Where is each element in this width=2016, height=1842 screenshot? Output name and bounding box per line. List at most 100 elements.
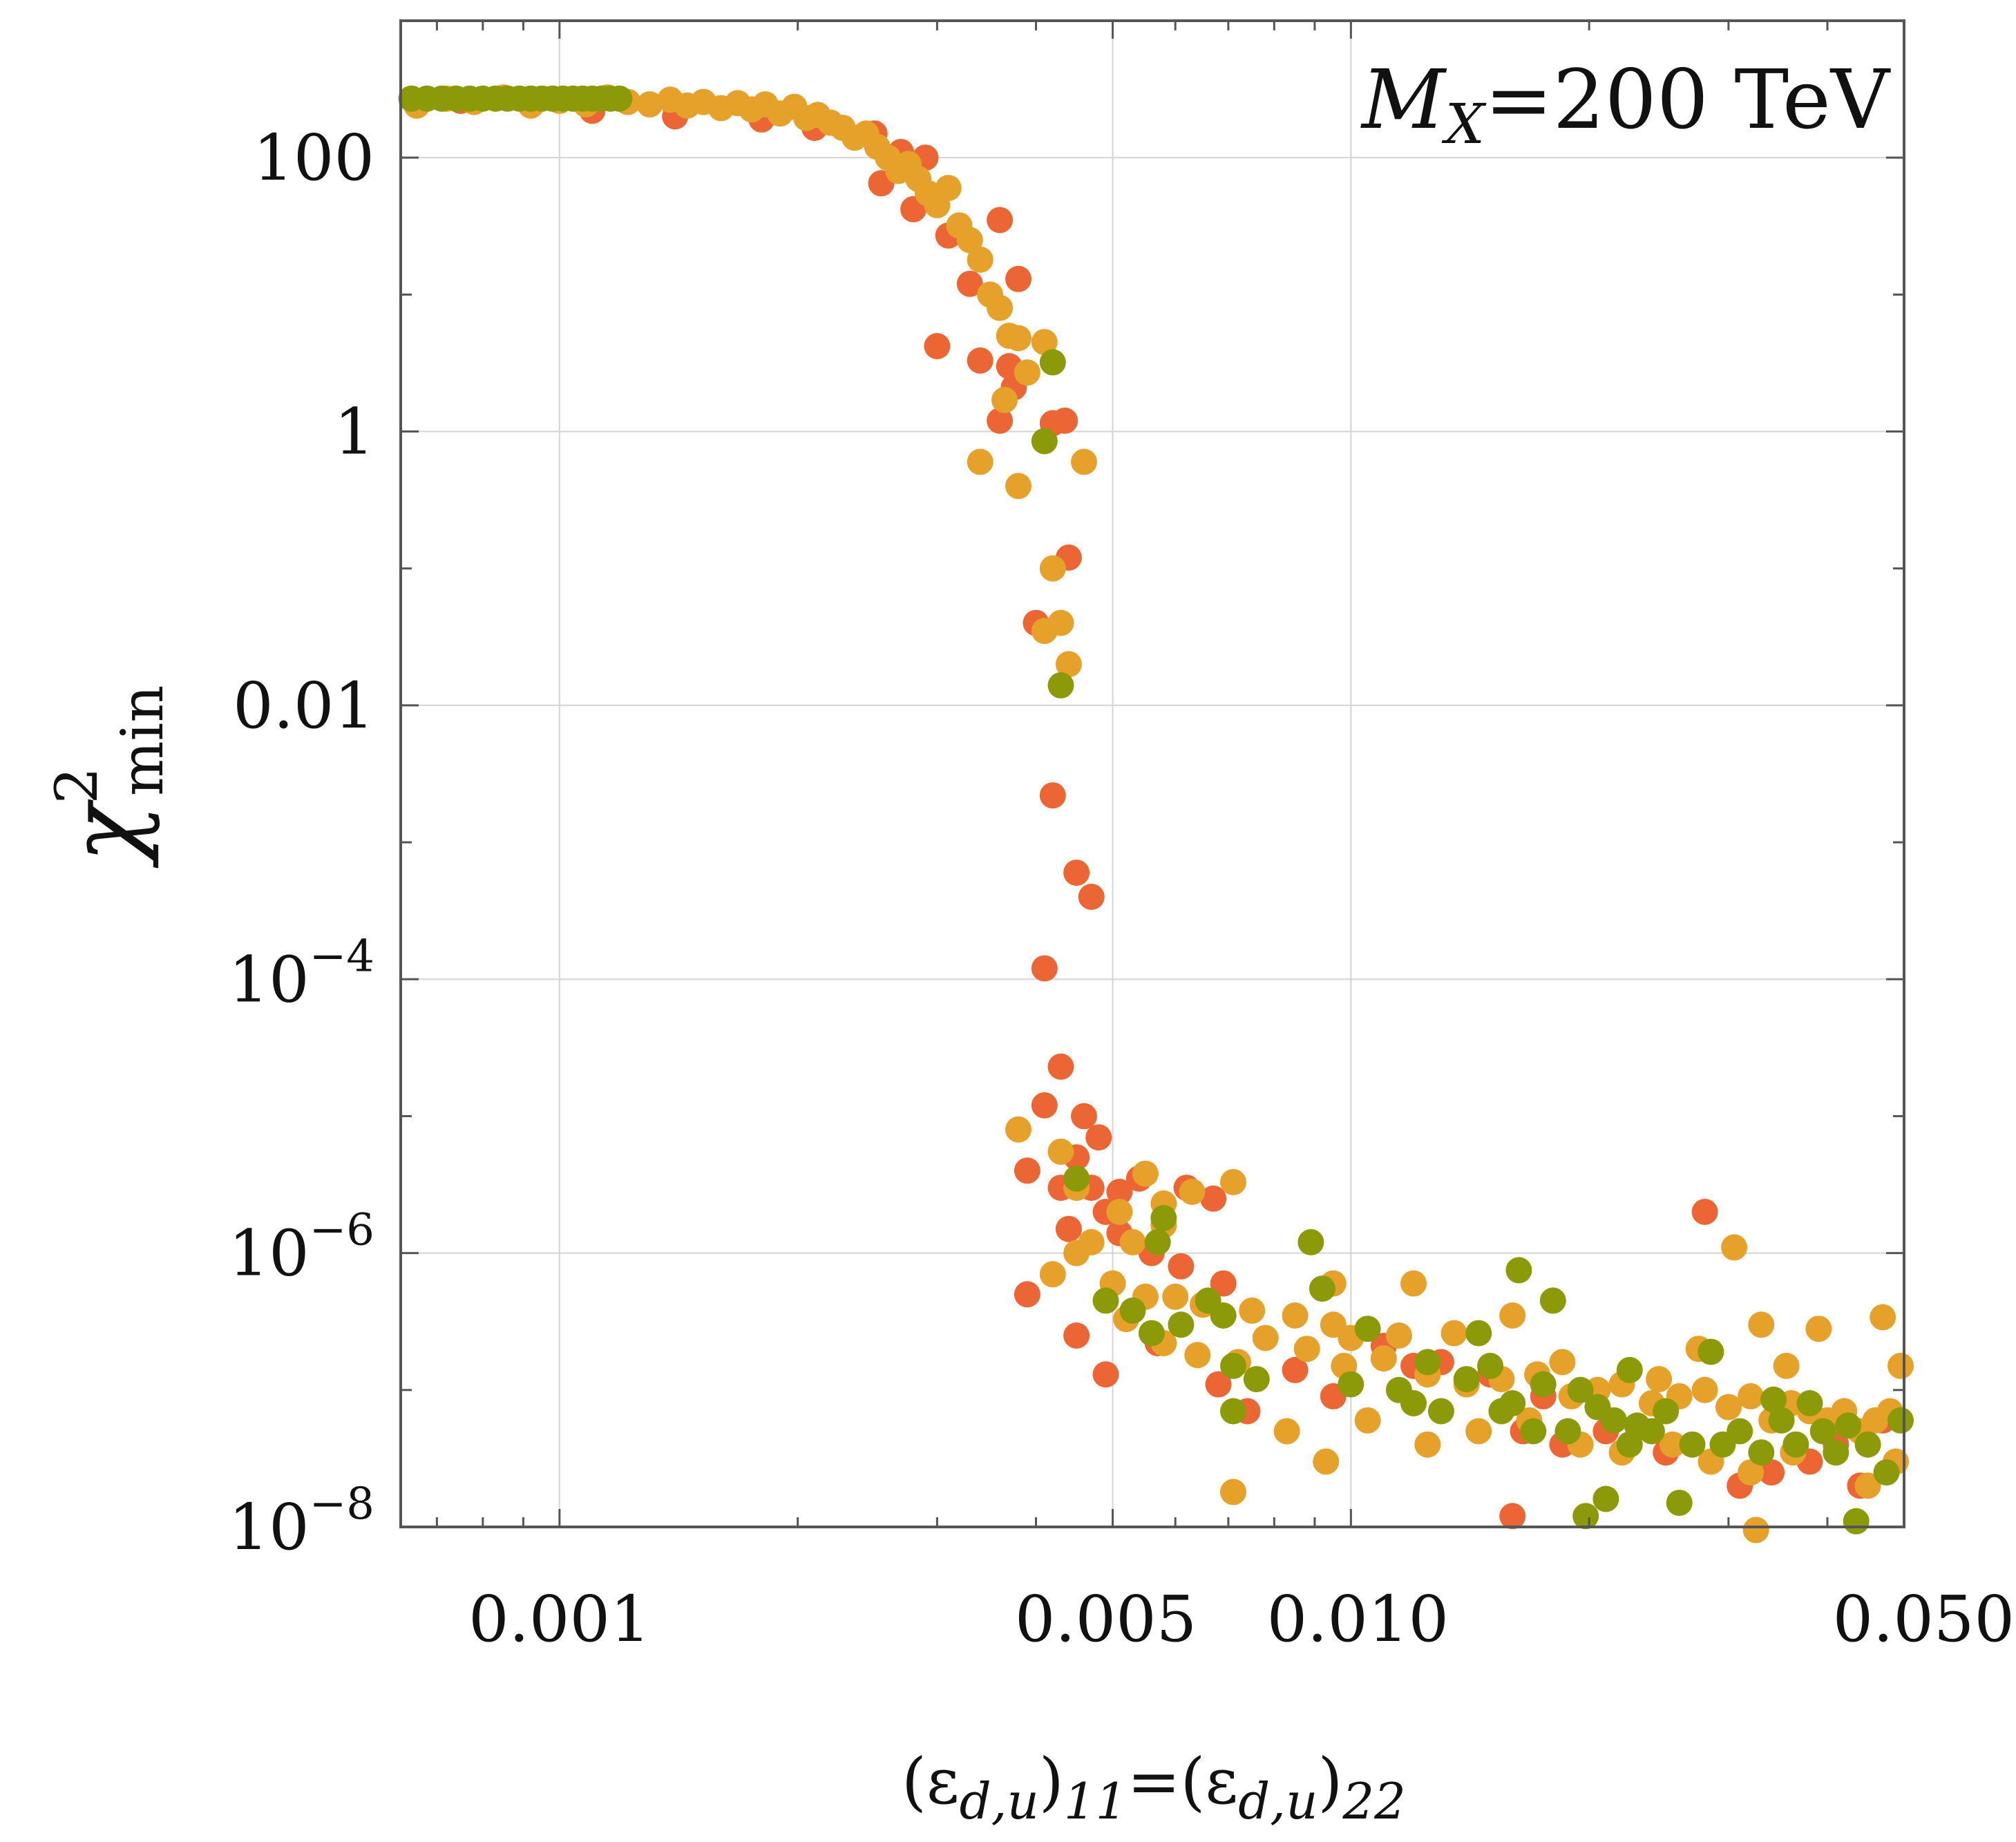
data-point: [967, 246, 993, 273]
data-point: [1742, 1517, 1769, 1544]
data-point: [1616, 1356, 1643, 1383]
data-point: [1162, 1283, 1189, 1310]
data-point: [1220, 1479, 1246, 1506]
data-point: [1138, 1320, 1165, 1347]
data-point: [1465, 1418, 1492, 1445]
data-point: [1758, 1459, 1785, 1486]
data-point: [1047, 609, 1074, 636]
data-point: [1887, 1407, 1914, 1434]
data-point: [1554, 1418, 1581, 1445]
data-point: [636, 91, 663, 118]
data-point: [991, 386, 1018, 413]
data-point: [1660, 1431, 1686, 1458]
y-tick-base: 10: [229, 1217, 310, 1291]
data-point: [1427, 1398, 1454, 1425]
data-point: [1168, 1253, 1195, 1280]
data-point: [1414, 1431, 1441, 1458]
data-point: [1031, 428, 1058, 455]
data-point: [1031, 1092, 1058, 1119]
data-point: [1601, 1407, 1628, 1434]
data-point: [1220, 1398, 1246, 1425]
mass-annotation: MX=200 TeV: [1360, 52, 1891, 156]
data-point: [1205, 1371, 1232, 1398]
data-point: [1499, 1503, 1526, 1530]
x-tick-labels: 0.001 0.005 0.010 0.050: [468, 1582, 2015, 1656]
data-point: [924, 333, 951, 359]
data-point: [1809, 1418, 1836, 1445]
data-point: [967, 347, 993, 374]
data-point: [1843, 1508, 1870, 1535]
data-point: [1243, 1366, 1270, 1393]
data-point: [1453, 1366, 1480, 1393]
data-point: [987, 407, 1014, 434]
data-point: [1239, 1297, 1266, 1324]
data-point: [1092, 1361, 1119, 1388]
data-point: [1499, 1302, 1526, 1329]
data-point: [1005, 325, 1031, 352]
data-point: [1293, 1336, 1320, 1362]
data-point: [1738, 1383, 1764, 1409]
data-point: [1119, 1228, 1146, 1255]
data-points: [398, 84, 1914, 1544]
data-point: [1210, 1270, 1237, 1297]
y-tick-label: 0.01: [233, 669, 374, 743]
data-point: [1727, 1418, 1753, 1445]
data-point: [1063, 860, 1090, 886]
data-point: [1063, 1322, 1090, 1349]
data-point: [1385, 1322, 1412, 1349]
data-point: [1179, 1179, 1206, 1205]
data-point: [1796, 1390, 1823, 1416]
annotation-symbol: M: [1360, 52, 1447, 147]
data-point: [987, 207, 1014, 234]
data-point: [1666, 1490, 1693, 1517]
data-point: [1031, 329, 1058, 356]
data-point: [1052, 407, 1078, 434]
data-point: [1273, 1418, 1300, 1445]
ylabel-sub: min: [108, 685, 176, 797]
data-point: [1106, 1179, 1133, 1205]
data-point: [1440, 1320, 1467, 1347]
data-point: [1653, 1398, 1680, 1425]
axis-ticks: [401, 19, 1905, 1528]
data-point: [1691, 1199, 1718, 1225]
data-point: [1530, 1371, 1557, 1398]
data-point: [1616, 1431, 1643, 1458]
data-point: [1721, 1234, 1748, 1261]
annotation-text: =200 TeV: [1485, 52, 1891, 147]
data-point: [1005, 473, 1031, 500]
data-point: [1354, 1407, 1381, 1434]
data-point: [1499, 1390, 1526, 1416]
xlabel-sub-1: d,u: [960, 1772, 1039, 1830]
data-point: [1282, 1356, 1309, 1383]
y-tick-base: 100: [253, 121, 374, 195]
data-point: [1400, 1270, 1427, 1297]
data-point: [1092, 1287, 1119, 1314]
data-point: [1071, 448, 1097, 475]
data-point: [1646, 1366, 1673, 1393]
data-point: [1854, 1431, 1881, 1458]
data-point: [1282, 1302, 1309, 1329]
data-point: [1887, 1352, 1914, 1379]
data-point: [1220, 1352, 1246, 1379]
data-point: [1638, 1418, 1665, 1445]
y-tick-base: 10: [229, 942, 310, 1016]
data-point: [1738, 1459, 1764, 1486]
data-point: [1309, 1275, 1335, 1302]
data-point: [1572, 1503, 1599, 1530]
data-point: [956, 270, 983, 297]
data-point: [1047, 1138, 1074, 1165]
data-point: [1078, 884, 1105, 910]
data-point: [1748, 1311, 1775, 1338]
data-point: [1106, 1199, 1133, 1225]
data-point: [1782, 1431, 1809, 1458]
xlabel-close-2: ): [1318, 1745, 1342, 1819]
y-tick-exponent: −4: [310, 931, 374, 982]
data-point: [1313, 1448, 1340, 1475]
data-point: [1055, 1215, 1082, 1242]
y-axis-label: χ2min: [43, 685, 176, 869]
data-point: [1698, 1338, 1724, 1365]
data-point: [1063, 1240, 1090, 1266]
data-point: [1567, 1376, 1594, 1403]
annotation-subscript: X: [1441, 92, 1487, 156]
